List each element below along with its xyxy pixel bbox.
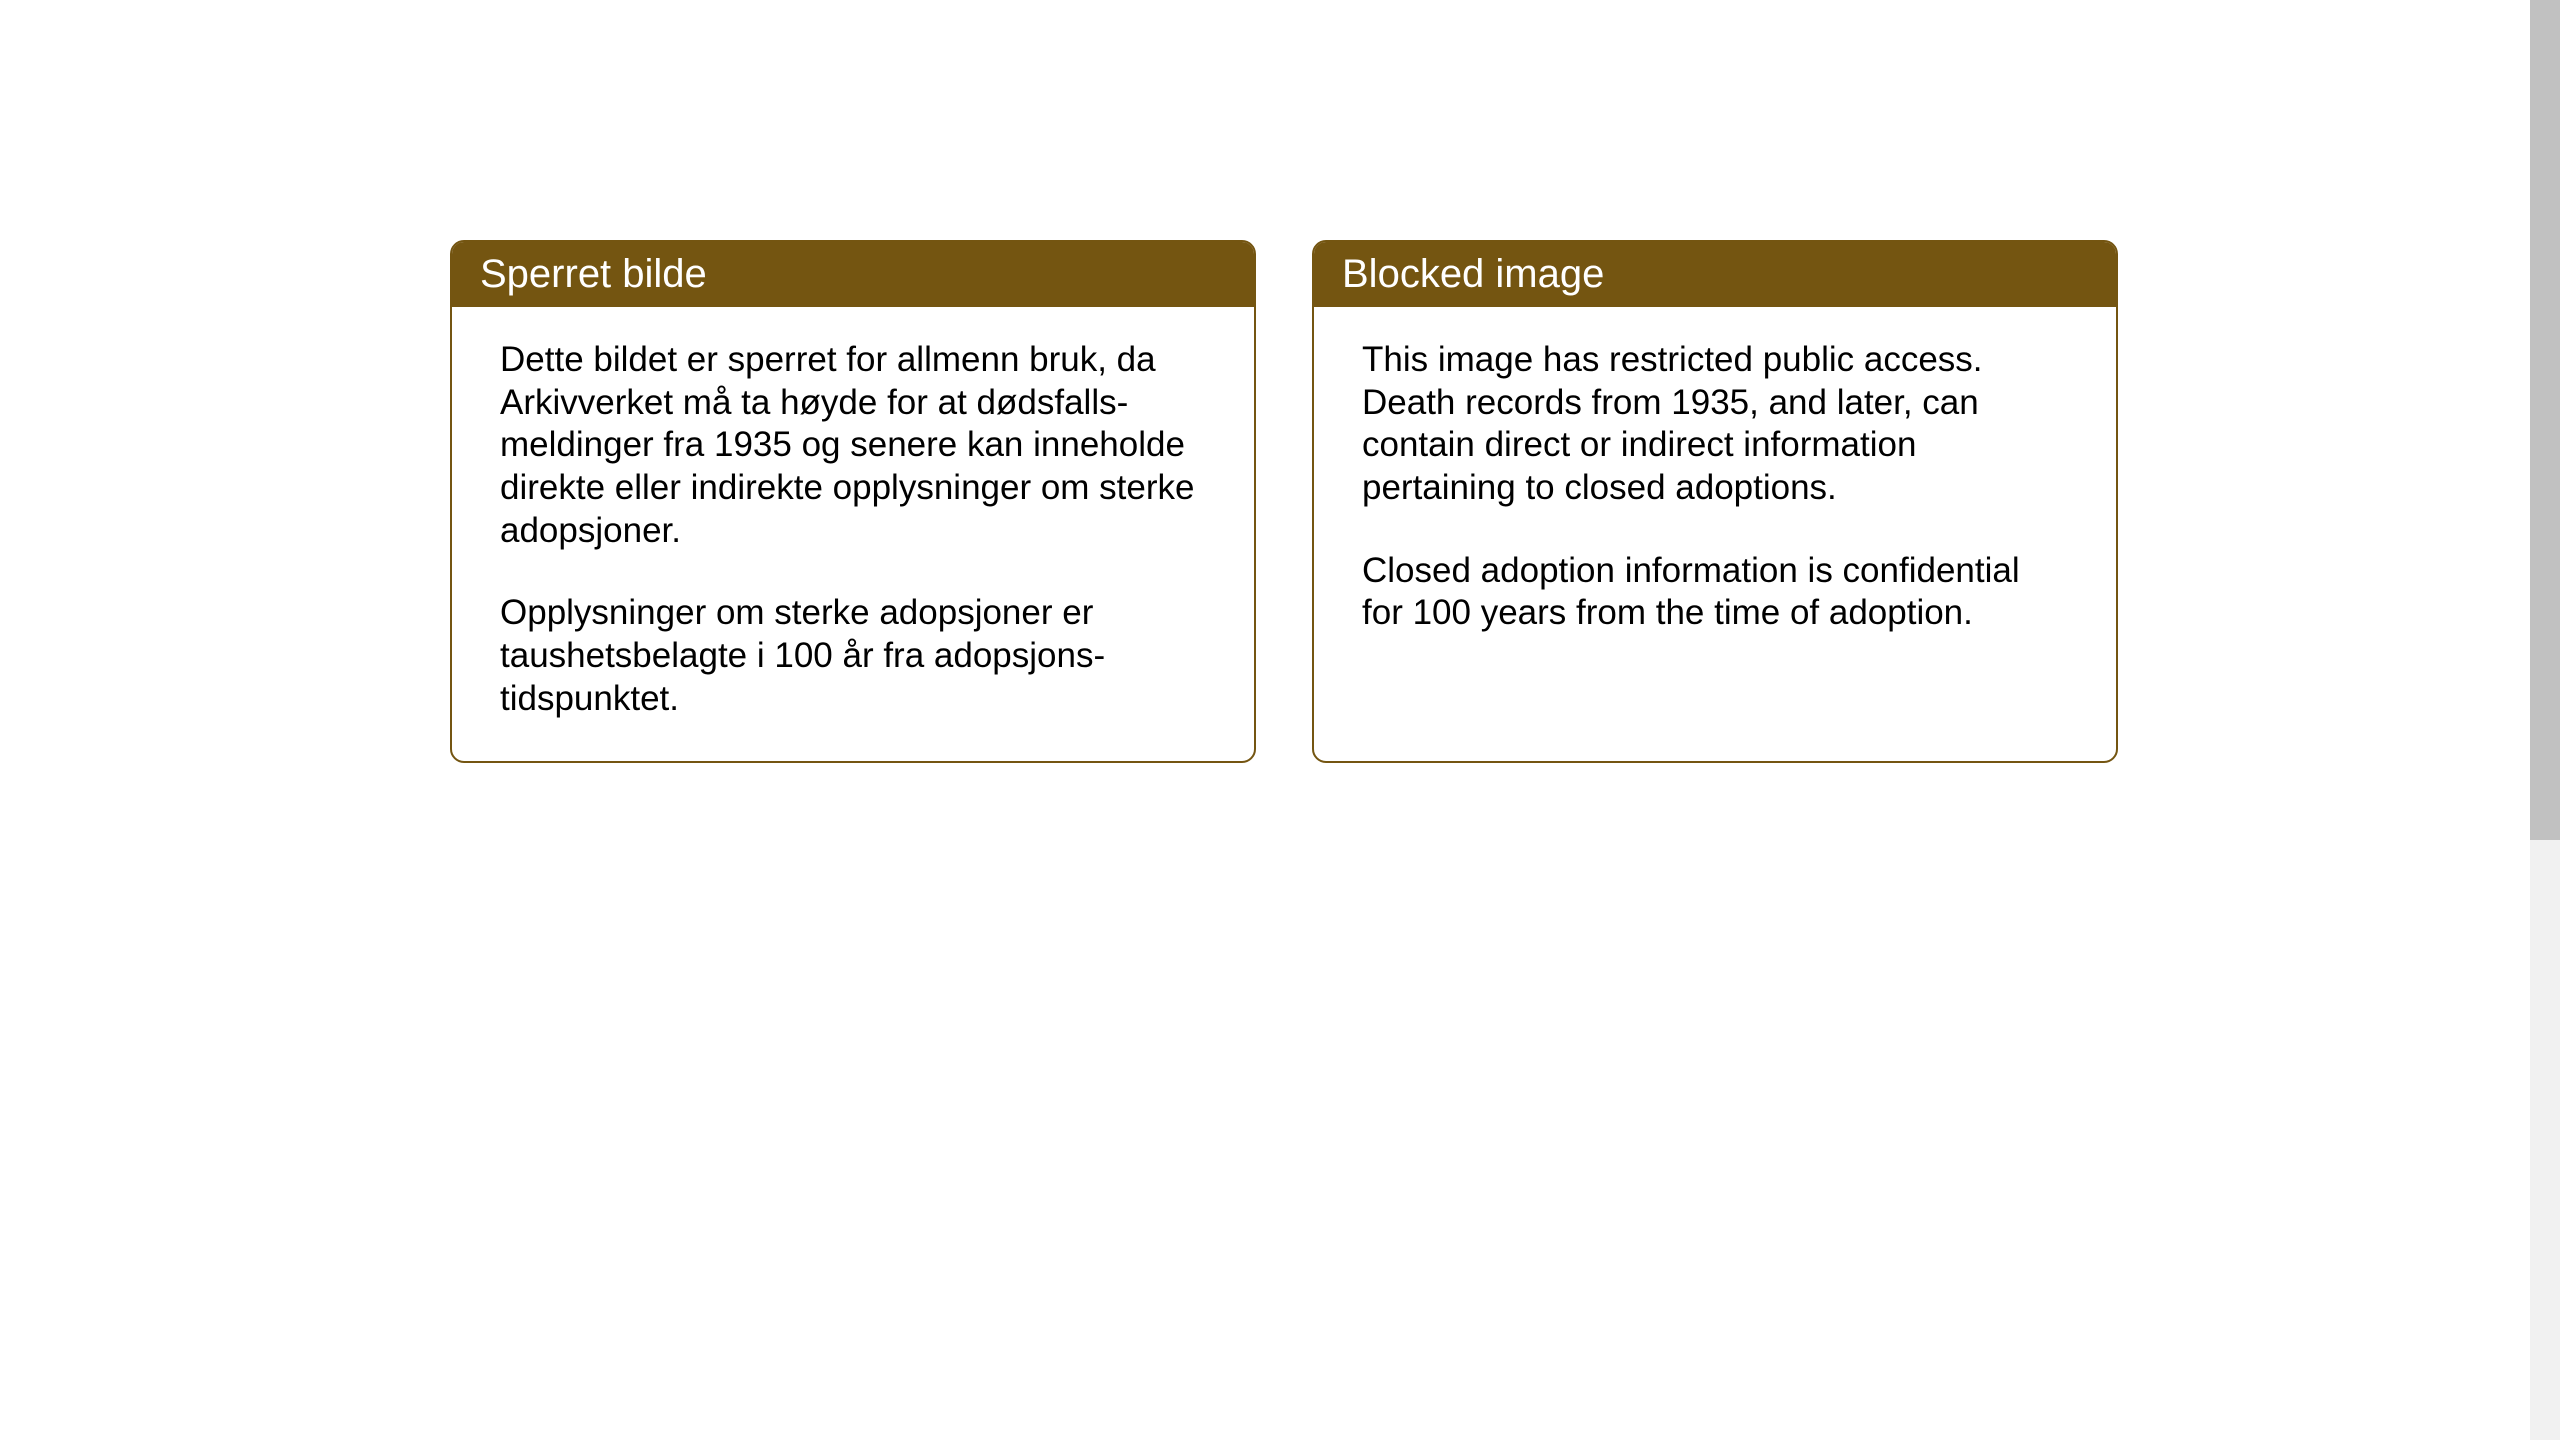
notice-cards-container: Sperret bilde Dette bildet er sperret fo… (450, 240, 2118, 763)
card-english: Blocked image This image has restricted … (1312, 240, 2118, 763)
scrollbar-track[interactable] (2530, 0, 2560, 1440)
card-norwegian: Sperret bilde Dette bildet er sperret fo… (450, 240, 1256, 763)
paragraph-english-2: Closed adoption information is confident… (1362, 550, 2068, 635)
card-body-norwegian: Dette bildet er sperret for allmenn bruk… (452, 307, 1254, 761)
paragraph-norwegian-1: Dette bildet er sperret for allmenn bruk… (500, 339, 1206, 552)
card-header-norwegian: Sperret bilde (452, 242, 1254, 307)
card-body-english: This image has restricted public access.… (1314, 307, 2116, 675)
card-header-english: Blocked image (1314, 242, 2116, 307)
paragraph-english-1: This image has restricted public access.… (1362, 339, 2068, 510)
scrollbar-thumb[interactable] (2530, 0, 2560, 840)
paragraph-norwegian-2: Opplysninger om sterke adopsjoner er tau… (500, 592, 1206, 720)
